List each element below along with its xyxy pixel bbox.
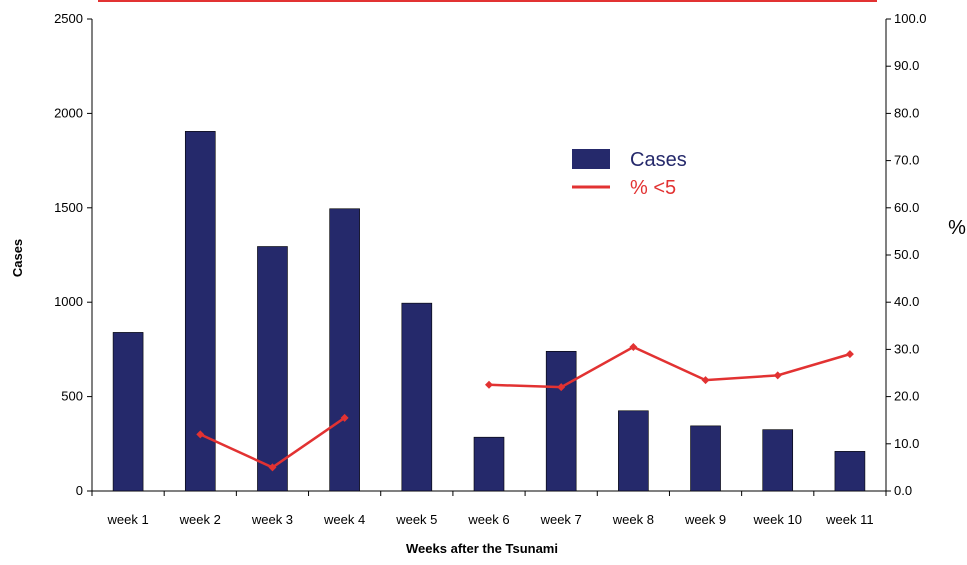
bar-cases — [762, 429, 794, 492]
bar-cases — [473, 436, 505, 492]
y-tick-label: 1500 — [54, 200, 83, 215]
y-tick-label: 500 — [61, 389, 83, 404]
y2-tick-label: 0.0 — [894, 483, 912, 498]
point-pct-under-5 — [557, 383, 566, 392]
x-tick-label: week 6 — [467, 512, 509, 527]
point-pct-under-5 — [701, 376, 710, 385]
x-tick-label: week 10 — [753, 512, 802, 527]
point-pct-under-5 — [845, 350, 854, 359]
point-pct-under-5 — [485, 380, 493, 389]
y2-axis-title: % — [948, 217, 966, 239]
y2-tick-label: 20.0 — [894, 389, 919, 404]
bar-cases — [401, 302, 433, 492]
x-tick-label: week 2 — [179, 512, 221, 527]
y2-tick-label: 40.0 — [894, 294, 919, 309]
line-pct-under-5 — [488, 345, 851, 389]
bar-cases — [329, 208, 360, 492]
y-tick-label: 1000 — [54, 294, 83, 309]
point-pct-under-5 — [629, 343, 638, 352]
x-tick-label: week 11 — [825, 512, 873, 527]
point-pct-under-5 — [773, 371, 782, 380]
bar-cases — [112, 332, 144, 492]
y2-tick-label: 90.0 — [894, 58, 919, 73]
plot-area: 0 500 1000 1500 2000 2500 0.0 10.0 20.0 30.0 40.0 5… — [54, 11, 926, 527]
point-pct-under-5 — [268, 463, 277, 472]
x-tick-label: week 7 — [540, 512, 582, 527]
y-tick-label: 0 — [76, 483, 83, 498]
x-tick-label: week 9 — [684, 512, 726, 527]
legend: Cases % <5 — [572, 149, 687, 199]
bar-cases — [834, 451, 866, 492]
point-pct-under-5 — [340, 413, 349, 422]
x-tick-label: week 1 — [106, 512, 148, 527]
legend-label-pct-under-5: % <5 — [630, 177, 676, 199]
x-tick-label: week 4 — [323, 512, 365, 527]
legend-label-cases: Cases — [630, 149, 687, 171]
y-axis-title: Cases — [10, 239, 25, 277]
y2-tick-label: 30.0 — [894, 341, 919, 356]
x-tick-label: week 5 — [395, 512, 437, 527]
y2-tick-label: 100.0 — [894, 11, 927, 26]
x-axis-title: Weeks after the Tsunami — [406, 541, 558, 556]
bar-cases — [618, 410, 649, 492]
y2-tick-label: 70.0 — [894, 153, 919, 168]
x-tick-label: week 8 — [612, 512, 654, 527]
bar-cases — [257, 246, 288, 492]
point-pct-under-5 — [196, 430, 205, 439]
bar-cases — [690, 425, 721, 492]
bar-cases — [545, 350, 577, 492]
y2-tick-label: 10.0 — [894, 436, 919, 451]
y-tick-label: 2500 — [54, 11, 83, 26]
legend-swatch-cases — [572, 149, 610, 169]
y-tick-label: 2000 — [54, 105, 83, 120]
y2-tick-label: 50.0 — [894, 247, 919, 262]
x-tick-label: week 3 — [251, 512, 293, 527]
y2-tick-label: 80.0 — [894, 105, 919, 120]
y2-tick-label: 60.0 — [894, 200, 919, 215]
